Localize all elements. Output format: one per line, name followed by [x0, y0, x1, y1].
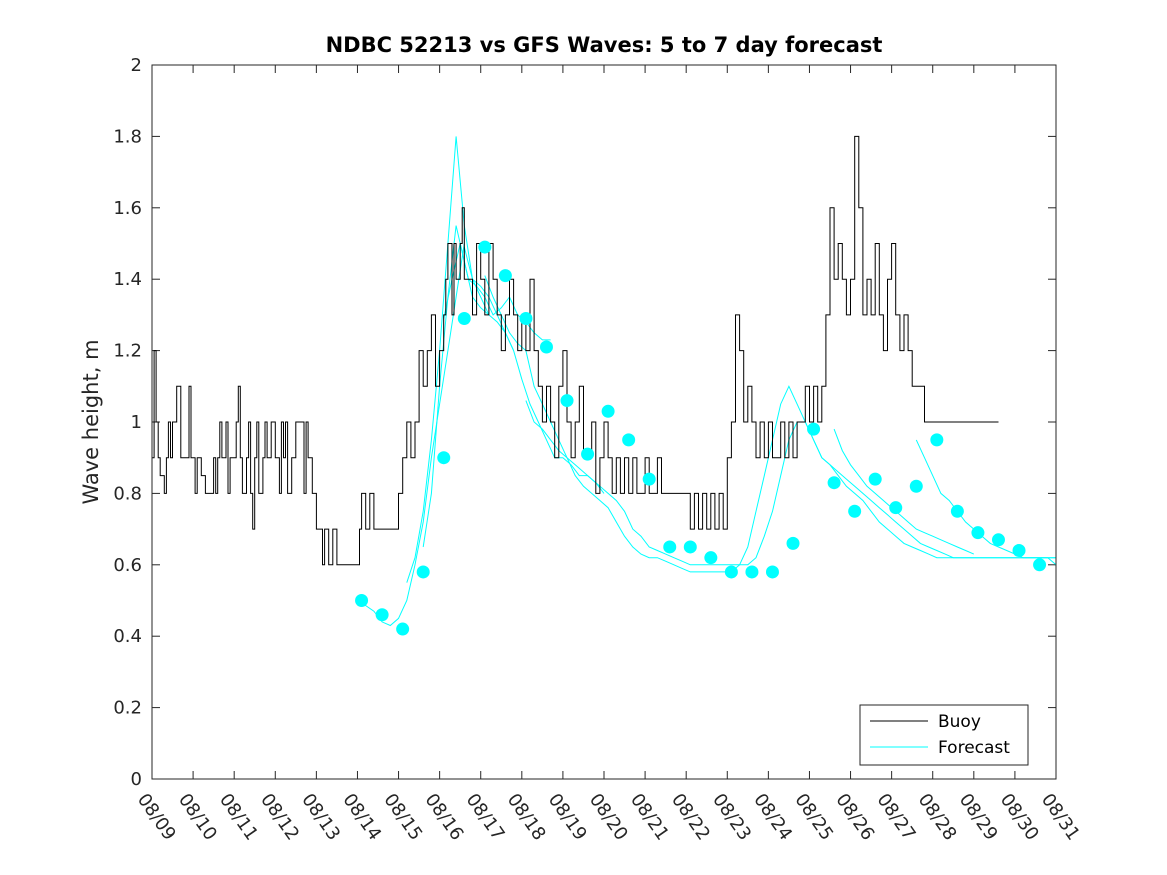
forecast-marker	[355, 594, 369, 607]
y-axis-label: Wave height, m	[79, 339, 103, 504]
forecast-marker	[868, 472, 882, 486]
y-tick-label: 1.4	[113, 269, 142, 290]
y-tick-label: 0.2	[113, 698, 142, 719]
forecast-marker	[539, 340, 553, 354]
forecast-marker	[478, 240, 492, 254]
forecast-marker	[704, 551, 718, 565]
forecast-marker	[622, 433, 636, 447]
forecast-marker	[560, 394, 574, 408]
forecast-marker	[519, 311, 533, 325]
y-tick-label: 1.2	[113, 341, 142, 362]
forecast-marker	[950, 504, 964, 518]
forecast-marker	[1033, 558, 1047, 572]
y-tick-label: 0.6	[113, 555, 142, 576]
forecast-marker	[581, 447, 595, 461]
legend-box	[859, 704, 1029, 766]
forecast-marker	[971, 526, 985, 540]
forecast-marker	[807, 422, 821, 436]
forecast-marker	[375, 608, 389, 622]
forecast-line	[915, 439, 1057, 566]
y-tick-label: 1.6	[113, 198, 142, 219]
data-layer	[152, 135, 1057, 636]
forecast-line	[463, 246, 605, 494]
forecast-marker	[909, 479, 923, 493]
forecast-line	[363, 243, 465, 627]
forecast-marker	[765, 565, 779, 579]
forecast-marker	[745, 565, 759, 579]
forecast-line	[833, 428, 975, 555]
forecast-marker	[396, 622, 410, 636]
forecast-marker	[457, 311, 471, 325]
legend: Buoy Forecast	[859, 704, 1029, 766]
y-tick-label: 0	[131, 769, 142, 790]
y-tick-label: 0.4	[113, 626, 142, 647]
forecast-marker	[601, 404, 615, 418]
axes-frame	[151, 64, 1057, 780]
forecast-marker	[683, 540, 697, 554]
y-tick-label: 0.8	[113, 483, 142, 504]
legend-buoy-label: Buoy	[938, 712, 981, 732]
forecast-marker	[848, 504, 862, 518]
forecast-marker	[991, 533, 1005, 547]
buoy-line	[152, 135, 999, 566]
forecast-marker	[642, 472, 656, 486]
forecast-marker	[827, 476, 841, 490]
forecast-marker	[416, 565, 430, 579]
forecast-marker	[437, 451, 451, 465]
y-tick-label: 1.8	[113, 126, 142, 147]
forecast-marker	[724, 565, 738, 579]
chart-title: NDBC 52213 vs GFS Waves: 5 to 7 day fore…	[326, 33, 883, 57]
forecast-marker	[498, 269, 512, 283]
forecast-marker	[889, 501, 903, 515]
forecast-marker	[1012, 544, 1026, 558]
y-tick-label: 2	[131, 55, 142, 76]
forecast-marker	[786, 536, 800, 550]
y-tick-label: 1	[131, 412, 142, 433]
legend-forecast-label: Forecast	[938, 738, 1010, 758]
forecast-marker	[930, 433, 944, 447]
forecast-marker	[663, 540, 677, 554]
